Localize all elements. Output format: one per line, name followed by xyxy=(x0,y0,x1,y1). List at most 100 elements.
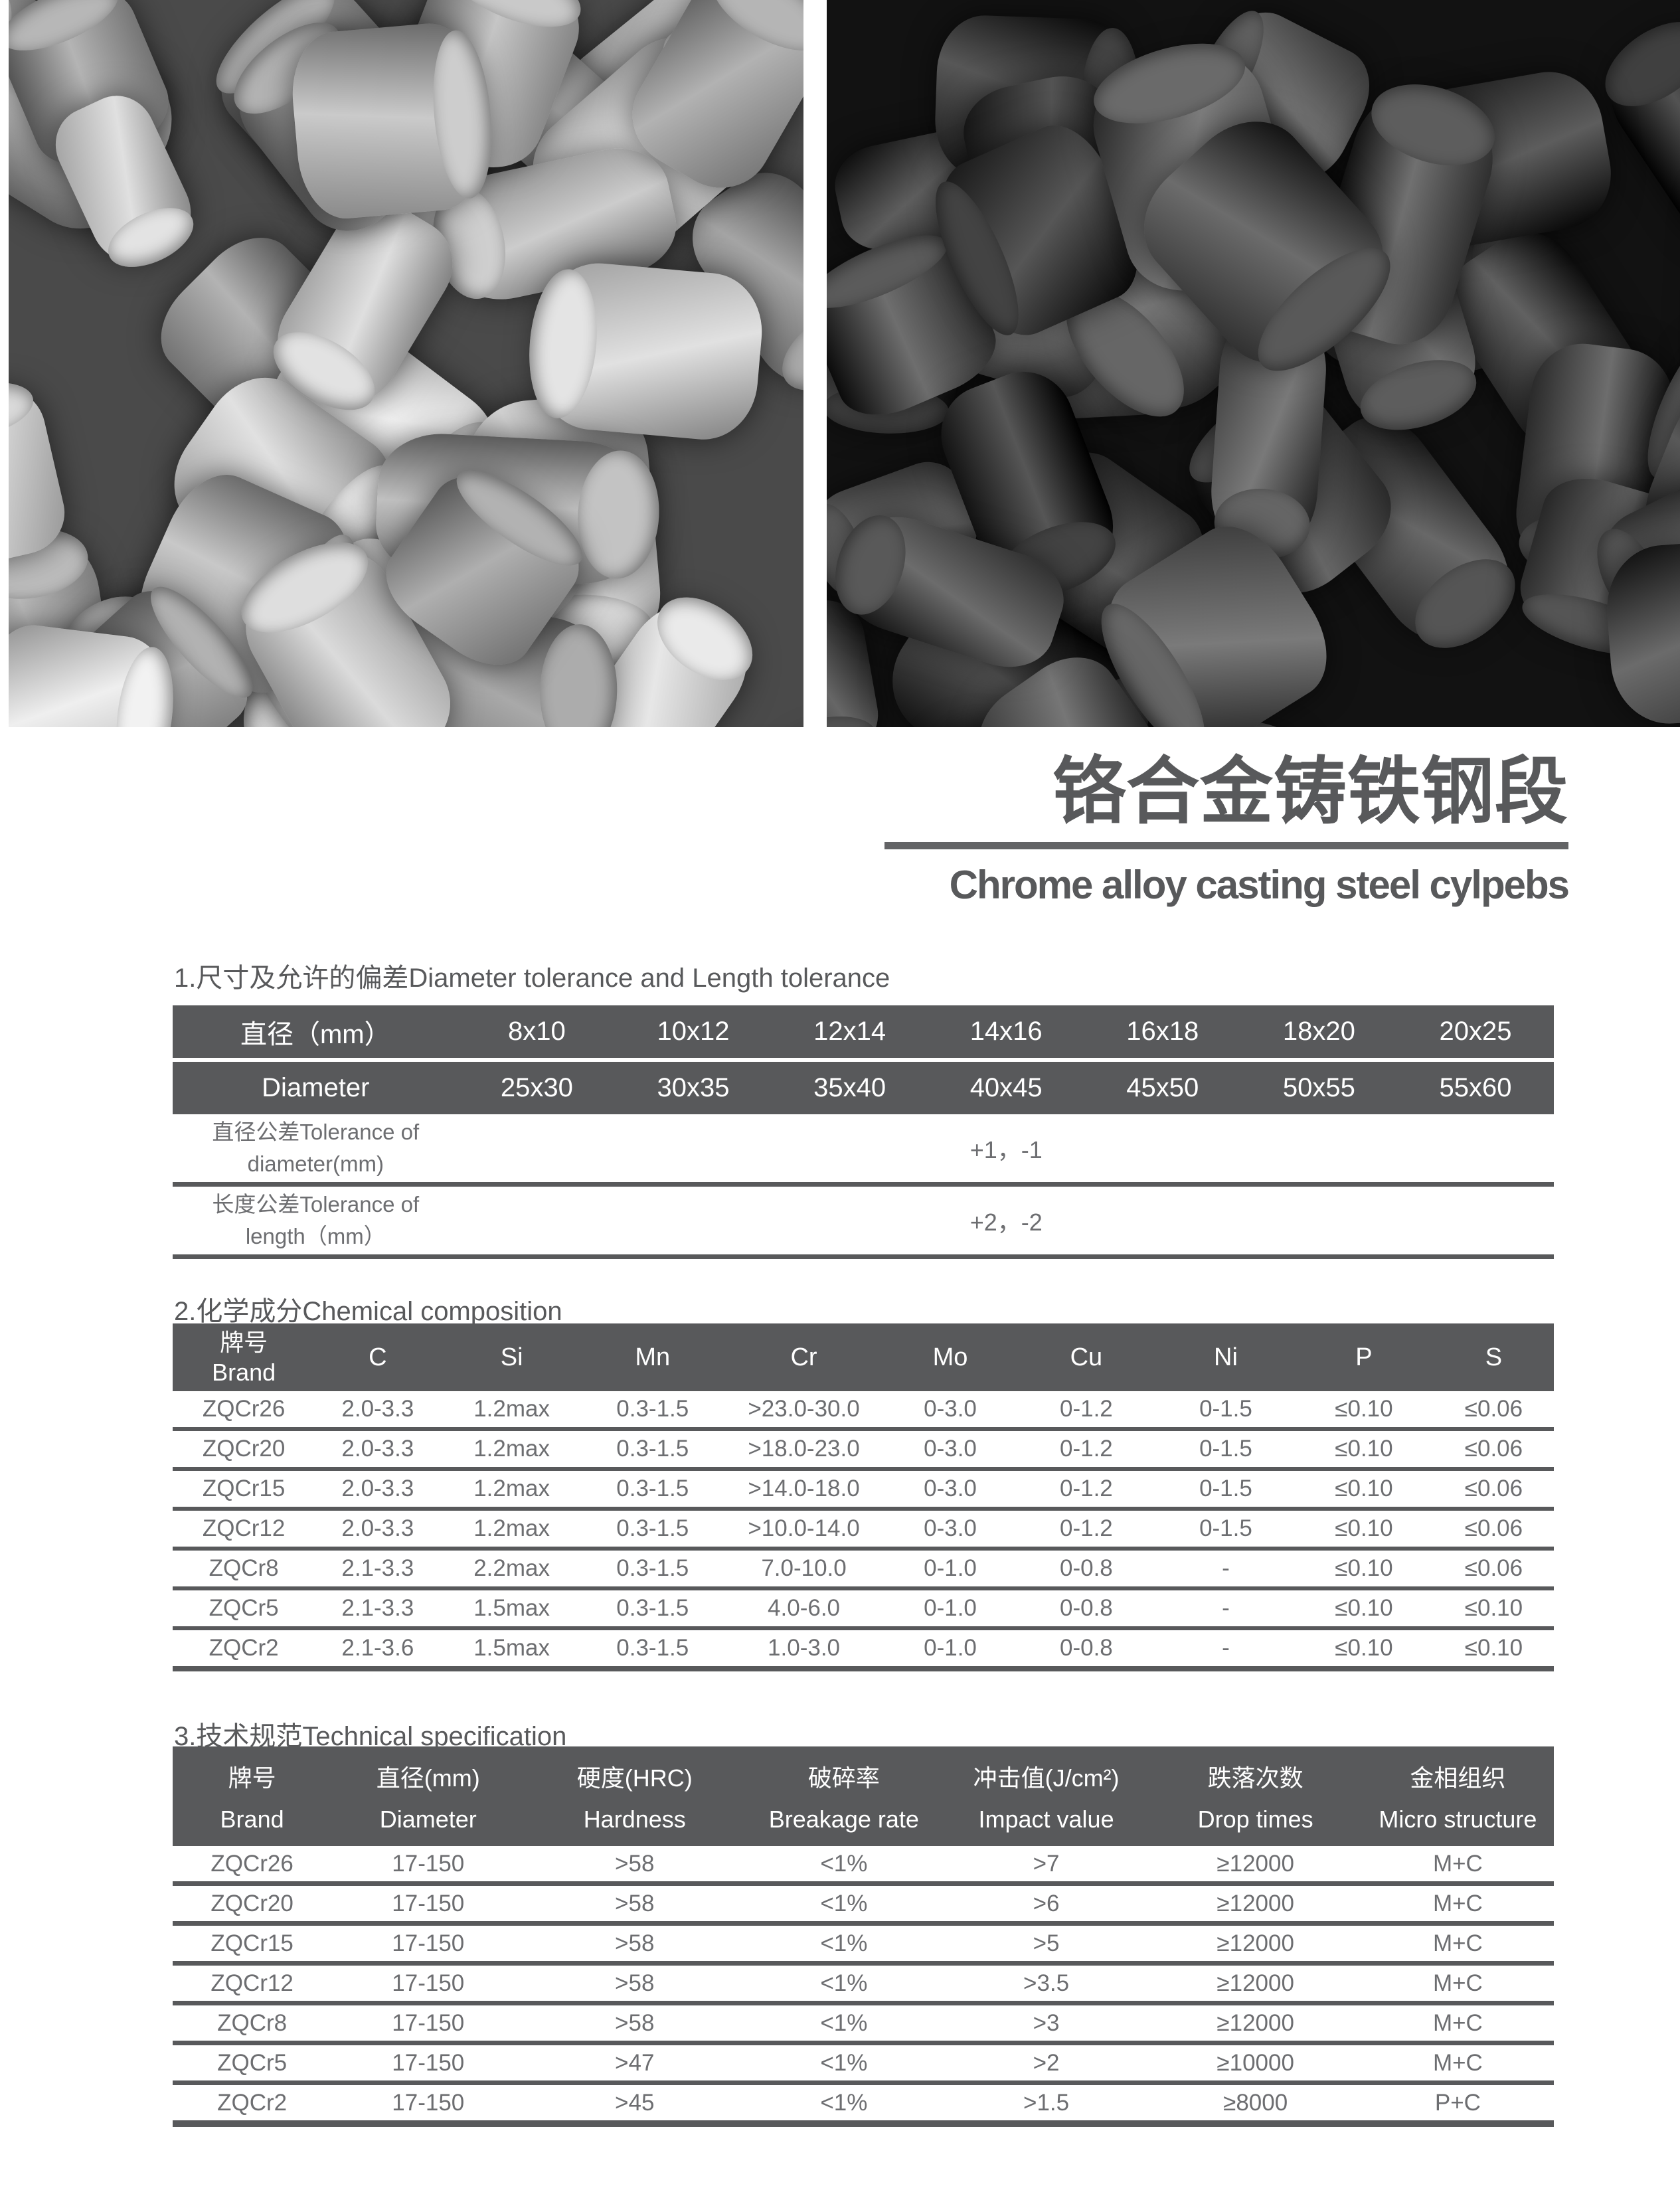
table-cell: ≥12000 xyxy=(1217,1890,1294,1916)
header-en: Micro structure xyxy=(1379,1806,1537,1833)
table-cell: ≤0.10 xyxy=(1335,1396,1393,1422)
table-cell: ≤0.06 xyxy=(1464,1476,1523,1501)
table-cell: 0-1.0 xyxy=(924,1635,977,1661)
header-zh: 直径(mm) xyxy=(376,1764,480,1792)
table-cell: 0-0.8 xyxy=(1059,1555,1113,1581)
table-header-row: 直径（mm） 8x10 10x12 12x14 14x16 16x18 18x2… xyxy=(173,1005,1554,1058)
table-cell: 0-3.0 xyxy=(924,1476,977,1501)
table-cell: 0.3-1.5 xyxy=(616,1476,689,1501)
table-cell: ≤0.06 xyxy=(1464,1515,1523,1541)
table-cell: ZQCr5 xyxy=(217,2049,288,2076)
table-cell: 0.3-1.5 xyxy=(616,1396,689,1422)
table-header-cell: 14x16 xyxy=(969,1017,1043,1046)
chemical-table: 牌号 Brand C Si Mn Cr Mo Cu Ni P S ZQCr26 2… xyxy=(173,1323,1554,1671)
table-cell: 4.0-6.0 xyxy=(768,1595,841,1621)
section-heading-size: 1.尺寸及允许的偏差Diameter tolerance and Length … xyxy=(174,964,890,993)
tolerance-label: 长度公差Tolerance of length（mm） xyxy=(173,1189,459,1252)
cylpeb-end-face xyxy=(1590,5,1680,124)
table-cell: 1.2max xyxy=(473,1396,550,1422)
table-cell: 2.2max xyxy=(473,1555,550,1581)
table-row: ZQCr5 2.1-3.3 1.5max 0.3-1.5 4.0-6.0 0-1.0 0-0… xyxy=(173,1590,1554,1630)
table-header-cell: 25x30 xyxy=(500,1073,573,1102)
table-cell: ≤0.10 xyxy=(1335,1436,1393,1462)
table-header-cell: 18x20 xyxy=(1282,1017,1355,1046)
table-cell: M+C xyxy=(1432,1850,1483,1877)
table-cell: 7.0-10.0 xyxy=(761,1555,847,1581)
table-cell: >58 xyxy=(615,1970,655,1996)
header-en: Diameter xyxy=(379,1806,477,1833)
table-cell: >3.5 xyxy=(1023,1970,1070,1996)
table-cell: 0-3.0 xyxy=(924,1436,977,1462)
table-cell: 0-0.8 xyxy=(1059,1635,1113,1661)
header-zh: 硬度(HRC) xyxy=(576,1764,693,1792)
table-cell: ZQCr2 xyxy=(217,2089,288,2116)
cylpeb-end-face xyxy=(98,196,203,280)
table-cell: 0-1.2 xyxy=(1059,1436,1113,1462)
table-cell: 2.0-3.3 xyxy=(341,1396,414,1422)
table-cell: >45 xyxy=(615,2089,655,2116)
table-cell: ZQCr12 xyxy=(210,1970,294,1996)
table-row: ZQCr26 2.0-3.3 1.2max 0.3-1.5 >23.0-30.0 0-3.… xyxy=(173,1391,1554,1431)
brand-header-zh: 牌号 xyxy=(220,1329,268,1356)
table-cell: ZQCr15 xyxy=(210,1930,294,1956)
table-cell: ≥12000 xyxy=(1217,1930,1294,1956)
table-cell: ZQCr15 xyxy=(202,1476,286,1501)
table-cell: 0-1.5 xyxy=(1199,1476,1252,1501)
table-header-cell: 40x45 xyxy=(969,1073,1043,1102)
table-header-cell: 55x60 xyxy=(1439,1073,1512,1102)
table-cell: <1% xyxy=(820,2009,868,2036)
cylpeb-shape xyxy=(724,714,803,727)
table-cell: 1.2max xyxy=(473,1436,550,1462)
section-heading-chemical: 2.化学成分Chemical composition xyxy=(174,1297,562,1326)
table-row: ZQCr20 17-150 >58 <1% >6 ≥12000 M+C xyxy=(173,1886,1554,1926)
table-header-cell: Si xyxy=(500,1343,523,1371)
table-cell: >3 xyxy=(1033,2009,1060,2036)
table-header-cell: C xyxy=(369,1343,387,1371)
header-en: Drop times xyxy=(1197,1806,1313,1833)
table-row: ZQCr15 17-150 >58 <1% >5 ≥12000 M+C xyxy=(173,1926,1554,1966)
cylpeb-end-face xyxy=(641,580,768,697)
tolerance-row-length: 长度公差Tolerance of length（mm） +2，-2 xyxy=(173,1187,1554,1259)
tolerance-label: 直径公差Tolerance of diameter(mm) xyxy=(173,1116,459,1180)
table-row: ZQCr20 2.0-3.3 1.2max 0.3-1.5 >18.0-23.0 0-3.… xyxy=(173,1431,1554,1471)
table-cell: - xyxy=(1222,1595,1230,1621)
table-cell: ≥8000 xyxy=(1223,2089,1288,2116)
cylpeb-end-face xyxy=(827,709,881,727)
table-cell: >18.0-23.0 xyxy=(748,1436,860,1462)
table-cell: 0-1.0 xyxy=(924,1555,977,1581)
table-cell: >7 xyxy=(1033,1850,1060,1877)
table-row: ZQCr8 17-150 >58 <1% >3 ≥12000 M+C xyxy=(173,2005,1554,2045)
table-cell: M+C xyxy=(1432,1970,1483,1996)
table-header-cell: 直径(mm) Diameter xyxy=(331,1746,525,1846)
table-header-cell: 硬度(HRC) Hardness xyxy=(525,1746,744,1846)
table-header-cell: Mn xyxy=(635,1343,671,1371)
table-cell: ≤0.06 xyxy=(1464,1436,1523,1462)
section-heading-technical: 3.技术规范Technical specification xyxy=(174,1722,567,1751)
tolerance-label-line2: diameter(mm) xyxy=(247,1151,384,1176)
table-cell: 2.1-3.3 xyxy=(341,1595,414,1621)
table-cell: M+C xyxy=(1432,1890,1483,1916)
table-cell: ≥12000 xyxy=(1217,1970,1294,1996)
table-cell: ≤0.10 xyxy=(1335,1635,1393,1661)
table-cell: 17-150 xyxy=(392,2049,465,2076)
technical-table: 牌号 Brand 直径(mm) Diameter 硬度(HRC) Hardness 破碎率 B… xyxy=(173,1746,1554,2127)
cylpeb-end-face xyxy=(9,0,127,65)
table-header-cell: 30x35 xyxy=(657,1073,730,1102)
table-cell: 0-1.5 xyxy=(1199,1396,1252,1422)
table-cell: - xyxy=(1222,1635,1230,1661)
table-row: ZQCr2 2.1-3.6 1.5max 0.3-1.5 1.0-3.0 0-1.0 0-0… xyxy=(173,1630,1554,1671)
table-cell: 0-1.2 xyxy=(1059,1476,1113,1501)
header-zh: 牌号 xyxy=(228,1764,276,1792)
cylpeb-end-face xyxy=(786,714,803,727)
brand-header-cell: 牌号 Brand xyxy=(173,1327,315,1387)
table-cell: 1.5max xyxy=(473,1635,550,1661)
chemical-table-body: ZQCr26 2.0-3.3 1.2max 0.3-1.5 >23.0-30.0 0-3.… xyxy=(173,1391,1554,1671)
table-cell: >58 xyxy=(615,2009,655,2036)
table-cell: 0-3.0 xyxy=(924,1396,977,1422)
tolerance-label-line1: 长度公差Tolerance of xyxy=(212,1192,420,1217)
table-header-cell: S xyxy=(1485,1343,1503,1371)
table-cell: 0-1.0 xyxy=(924,1595,977,1621)
product-photo-light xyxy=(9,0,803,727)
table-row: ZQCr15 2.0-3.3 1.2max 0.3-1.5 >14.0-18.0 0-3.… xyxy=(173,1471,1554,1511)
table-cell: 17-150 xyxy=(392,1930,465,1956)
